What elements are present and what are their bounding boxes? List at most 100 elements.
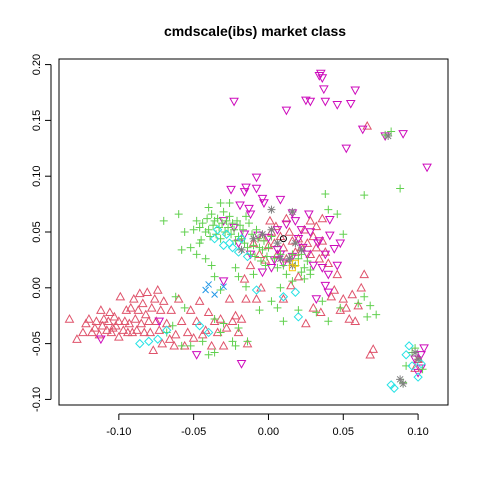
data-point	[317, 264, 328, 273]
data-point	[235, 201, 245, 211]
data-point	[244, 204, 254, 214]
data-point	[218, 340, 229, 350]
data-point	[249, 241, 258, 250]
data-point	[191, 351, 202, 360]
data-point	[414, 355, 423, 364]
data-point	[320, 250, 331, 260]
data-point	[133, 305, 144, 314]
data-point	[233, 216, 242, 225]
data-point	[384, 132, 393, 141]
data-point	[201, 254, 210, 263]
x-axis: -0.10 -0.05 0.00 0.05 0.10	[106, 413, 429, 438]
data-point	[94, 329, 105, 339]
data-point	[177, 341, 186, 350]
data-point	[231, 263, 240, 272]
data-point	[204, 350, 213, 359]
data-point	[254, 249, 265, 259]
data-point	[335, 305, 346, 314]
data-point	[242, 338, 253, 348]
data-point	[389, 383, 399, 393]
data-point	[302, 238, 313, 247]
data-point	[257, 268, 268, 278]
y-tick-label: 0.15	[31, 110, 43, 131]
data-point	[124, 318, 135, 328]
data-point	[276, 283, 285, 292]
data-point	[287, 235, 298, 245]
data-point	[216, 286, 225, 295]
data-point	[252, 225, 261, 234]
data-point	[317, 235, 328, 245]
data-point	[241, 293, 251, 303]
data-point	[329, 245, 340, 254]
data-point	[250, 252, 259, 261]
data-point	[166, 305, 177, 314]
data-point	[236, 233, 247, 244]
data-point	[125, 302, 136, 312]
data-point	[288, 277, 297, 286]
data-point	[96, 305, 106, 314]
data-point	[249, 270, 258, 279]
data-point	[320, 247, 331, 256]
data-point	[128, 293, 139, 303]
data-point	[354, 299, 363, 308]
data-point	[275, 195, 286, 205]
data-point	[332, 269, 343, 279]
data-point	[189, 225, 198, 234]
data-point	[278, 292, 289, 302]
data-point	[185, 305, 196, 314]
data-point	[273, 239, 282, 248]
data-point	[188, 333, 199, 342]
data-point	[312, 308, 321, 317]
data-point	[344, 314, 355, 323]
data-point	[182, 327, 193, 337]
data-point	[230, 225, 239, 234]
data-point	[195, 239, 204, 248]
data-point	[372, 310, 381, 319]
data-point	[115, 291, 126, 301]
data-point	[103, 316, 114, 325]
data-point	[318, 297, 327, 306]
data-point	[304, 210, 314, 220]
data-point	[281, 213, 292, 223]
plot-frame	[58, 58, 449, 406]
data-point	[411, 348, 420, 357]
data-point	[293, 312, 304, 322]
data-point	[341, 144, 352, 154]
data-point	[267, 225, 276, 234]
data-point	[157, 338, 168, 348]
data-point	[267, 297, 276, 306]
data-point	[224, 223, 233, 232]
data-point	[245, 219, 254, 228]
data-point	[194, 296, 205, 305]
data-point	[237, 234, 246, 243]
data-point	[154, 325, 165, 334]
data-point	[236, 360, 247, 369]
data-point	[226, 185, 236, 195]
data-point	[288, 250, 297, 259]
data-point	[233, 327, 244, 337]
data-point	[227, 316, 238, 325]
x-tick-label: 0.00	[258, 426, 279, 438]
data-point	[257, 194, 268, 204]
data-point	[239, 225, 248, 234]
data-point	[413, 372, 423, 382]
data-point	[281, 106, 292, 116]
y-tick-label: 0.05	[31, 221, 43, 242]
data-point	[236, 314, 247, 323]
data-point	[360, 191, 369, 200]
data-point	[245, 260, 256, 270]
y-tick-label: 0.10	[31, 165, 43, 186]
data-point	[360, 292, 369, 301]
data-point	[362, 120, 373, 130]
data-point	[251, 293, 262, 303]
data-point	[87, 327, 97, 337]
data-point	[216, 198, 225, 207]
data-point	[203, 307, 214, 317]
data-point	[192, 250, 201, 259]
y-axis: -0.10 -0.05 0.00 0.05 0.10 0.15 0.20	[31, 54, 52, 412]
data-point	[293, 234, 304, 244]
data-point	[264, 243, 273, 252]
data-point	[243, 337, 252, 346]
data-point	[191, 316, 202, 325]
